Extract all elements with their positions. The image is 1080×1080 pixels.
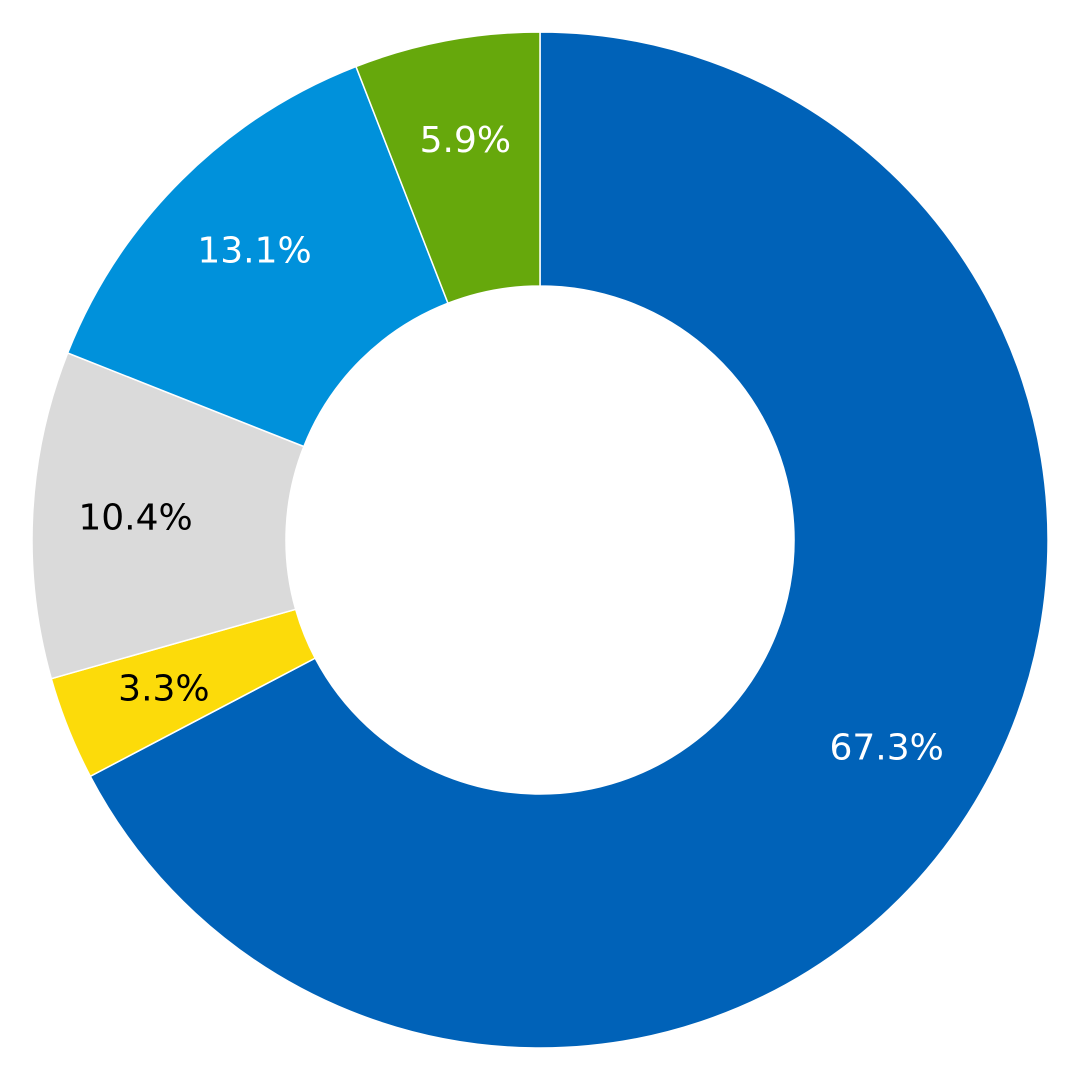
slice-label-2: 10.4%	[78, 498, 192, 539]
donut-slice-4	[354, 31, 541, 305]
donut-slice-3	[66, 65, 449, 448]
slice-label-3: 13.1%	[197, 231, 311, 272]
slice-label-1: 3.3%	[118, 668, 209, 709]
labels-group: 67.3% 3.3% 10.4% 13.1% 5.9%	[78, 120, 944, 769]
donut-slice-0	[89, 31, 1049, 1049]
slices-group	[31, 31, 1049, 1049]
slice-label-4: 5.9%	[420, 120, 511, 161]
donut-slice-2	[31, 352, 305, 680]
slice-label-0: 67.3%	[829, 727, 943, 768]
